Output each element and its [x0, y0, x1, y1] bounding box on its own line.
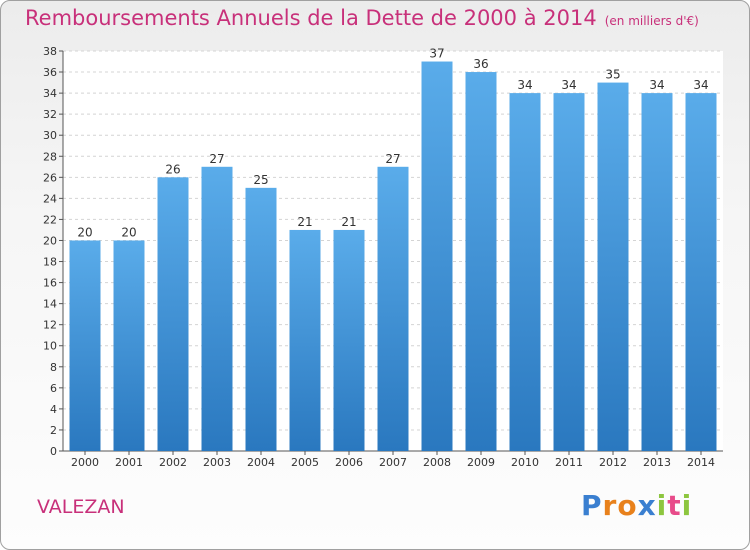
data-label: 34: [561, 78, 576, 92]
proxiti-logo: Proxiti: [581, 489, 692, 522]
y-tick-label: 6: [50, 382, 57, 395]
y-tick-label: 30: [43, 129, 57, 142]
y-tick-label: 22: [43, 213, 57, 226]
bar: [157, 177, 189, 451]
data-label: 37: [429, 47, 444, 61]
x-tick-label: 2001: [115, 456, 143, 469]
y-tick-label: 16: [43, 277, 57, 290]
y-tick-label: 36: [43, 66, 57, 79]
chart-title: Remboursements Annuels de la Dette de 20…: [25, 6, 699, 30]
y-tick-label: 32: [43, 108, 57, 121]
bar: [245, 187, 277, 451]
y-tick-label: 34: [43, 87, 57, 100]
data-label: 36: [473, 57, 488, 71]
bar: [509, 93, 541, 452]
y-tick-label: 18: [43, 256, 57, 269]
y-tick-label: 12: [43, 319, 57, 332]
data-label: 20: [77, 225, 92, 239]
y-tick-label: 24: [43, 192, 57, 205]
x-tick-label: 2009: [467, 456, 495, 469]
bar: [113, 240, 145, 451]
x-tick-label: 2012: [599, 456, 627, 469]
y-tick-label: 10: [43, 340, 57, 353]
data-label: 35: [605, 68, 620, 82]
bar: [553, 93, 585, 452]
bar: [201, 166, 233, 451]
logo-letter: i: [681, 489, 693, 522]
x-tick-label: 2011: [555, 456, 583, 469]
y-tick-label: 2: [50, 424, 57, 437]
x-tick-label: 2008: [423, 456, 451, 469]
data-label: 34: [693, 78, 708, 92]
bar: [377, 166, 409, 451]
logo-letter: o: [617, 489, 638, 522]
bar: [597, 82, 629, 451]
y-tick-label: 0: [50, 445, 57, 458]
unit-note: (en milliers d'€): [604, 14, 699, 28]
x-tick-label: 2010: [511, 456, 539, 469]
logo-letter: t: [667, 489, 682, 522]
data-label: 25: [253, 173, 268, 187]
x-tick-label: 2000: [71, 456, 99, 469]
data-label: 34: [517, 78, 532, 92]
data-label: 34: [649, 78, 664, 92]
data-label: 20: [121, 225, 136, 239]
x-tick-label: 2002: [159, 456, 187, 469]
logo-letter: P: [581, 489, 603, 522]
logo-letter: x: [637, 489, 657, 522]
data-label: 26: [165, 162, 180, 176]
x-tick-label: 2013: [643, 456, 671, 469]
bar: [641, 93, 673, 452]
x-tick-label: 2014: [687, 456, 715, 469]
x-tick-label: 2004: [247, 456, 275, 469]
data-label: 21: [341, 215, 356, 229]
data-label: 21: [297, 215, 312, 229]
y-tick-label: 38: [43, 45, 57, 58]
data-label: 27: [385, 152, 400, 166]
x-tick-label: 2005: [291, 456, 319, 469]
y-tick-label: 28: [43, 150, 57, 163]
y-tick-label: 20: [43, 234, 57, 247]
bar: [685, 93, 717, 452]
commune-name: VALEZAN: [37, 496, 125, 518]
x-tick-label: 2006: [335, 456, 363, 469]
data-label: 27: [209, 152, 224, 166]
logo-letter: i: [656, 489, 668, 522]
y-tick-label: 8: [50, 361, 57, 374]
x-tick-label: 2003: [203, 456, 231, 469]
bar: [69, 240, 101, 451]
y-tick-label: 4: [50, 403, 57, 416]
bar: [465, 72, 497, 451]
bar: [333, 229, 365, 451]
logo-letter: r: [602, 489, 618, 522]
y-tick-label: 26: [43, 171, 57, 184]
y-tick-label: 14: [43, 298, 57, 311]
bar: [289, 229, 321, 451]
bar: [421, 61, 453, 452]
x-tick-label: 2007: [379, 456, 407, 469]
